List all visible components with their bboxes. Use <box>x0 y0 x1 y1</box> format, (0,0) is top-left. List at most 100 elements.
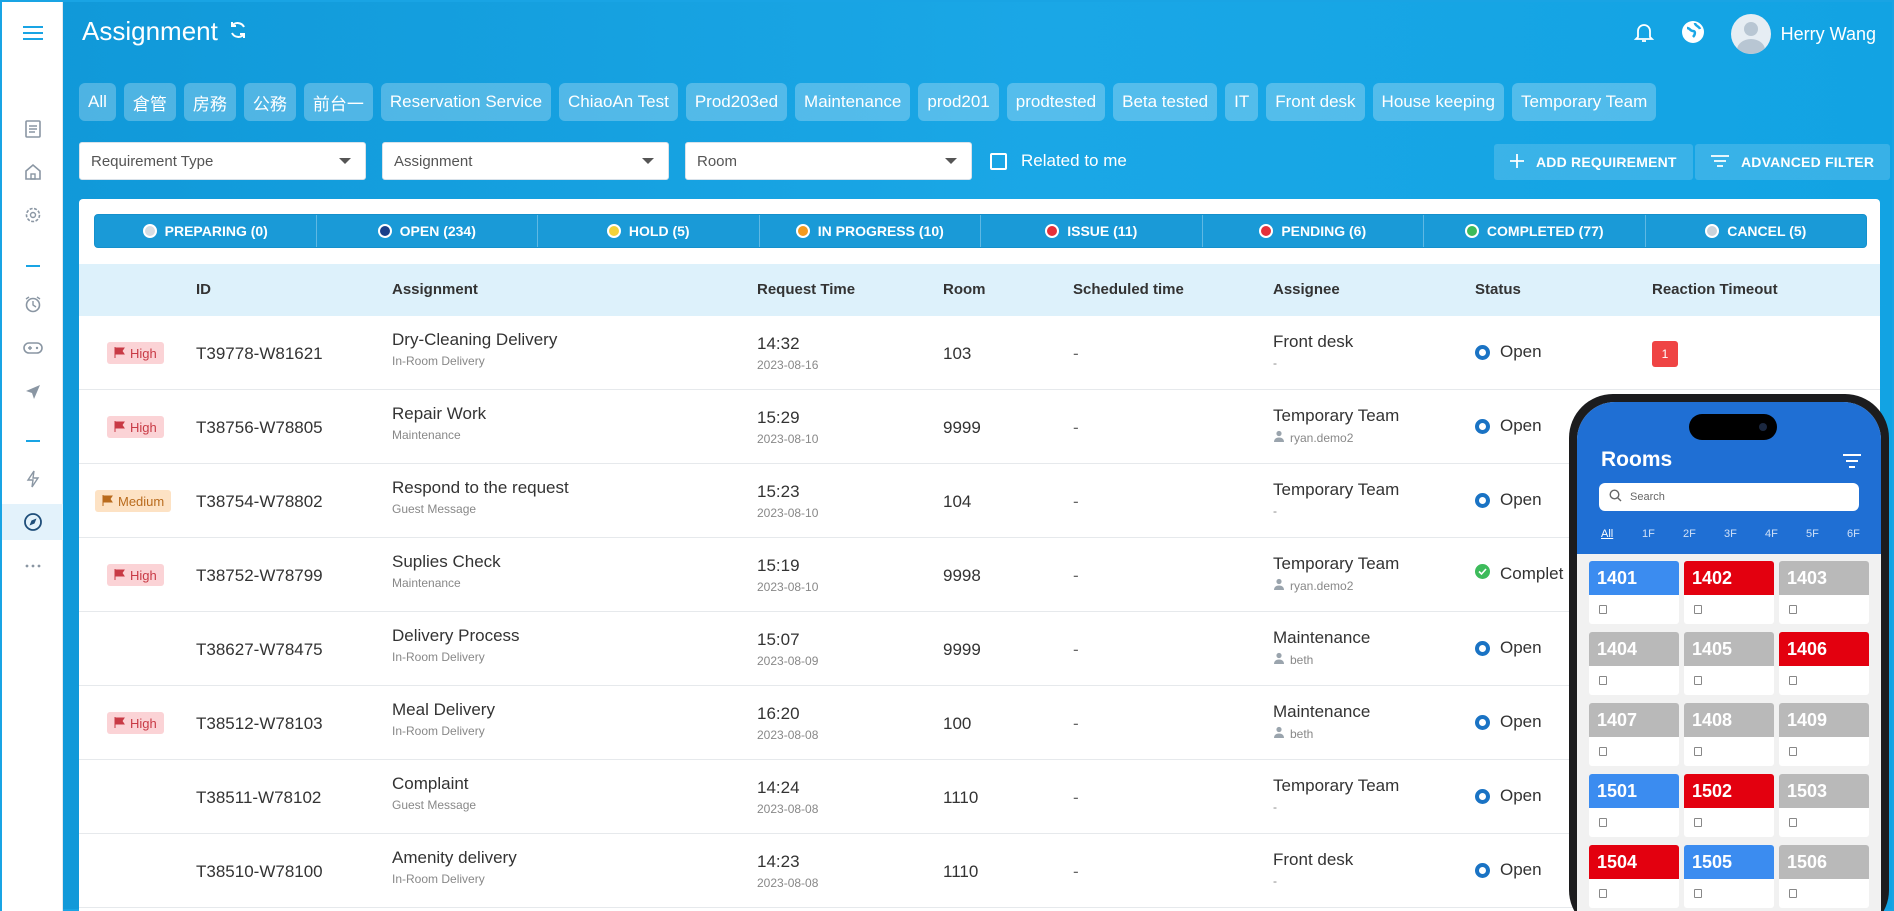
floor-tab[interactable]: 6F <box>1847 528 1860 540</box>
room-card[interactable]: 1404 <box>1589 632 1679 695</box>
bell-icon[interactable] <box>1633 21 1655 48</box>
floor-tab[interactable]: 3F <box>1724 528 1737 540</box>
team-chip[interactable]: Temporary Team <box>1511 83 1657 121</box>
phone-floor-tabs: All 1F 2F 3F 4F 5F 6F <box>1601 528 1881 540</box>
related-checkbox[interactable] <box>990 152 1007 170</box>
table-row[interactable]: T38511-W78102 Complaint Guest Message 14:24… <box>79 760 1880 834</box>
user-menu[interactable]: Herry Wang <box>1730 14 1876 54</box>
menu-icon[interactable] <box>2 15 63 51</box>
room-card[interactable]: 1405 <box>1684 632 1774 695</box>
room-status-icon <box>1694 605 1702 614</box>
row-status-label: Open <box>1500 860 1542 879</box>
room-card[interactable]: 1402 <box>1684 561 1774 624</box>
gamepad-icon[interactable] <box>2 330 63 366</box>
status-tab[interactable]: PENDING (6) <box>1203 215 1424 247</box>
send-icon[interactable] <box>2 374 63 410</box>
add-requirement-button[interactable]: ADD REQUIREMENT <box>1494 144 1693 180</box>
table-row[interactable]: High T38752-W78799 Suplies Check Maintenanc… <box>79 538 1880 612</box>
table-row[interactable]: T38510-W78100 Amenity delivery In-Room Del… <box>79 834 1880 908</box>
phone-search-input[interactable]: Search <box>1599 483 1859 511</box>
team-chip[interactable]: Front desk <box>1266 83 1365 121</box>
team-chip[interactable]: ChiaoAn Test <box>559 83 678 121</box>
team-chip[interactable]: IT <box>1225 83 1259 121</box>
team-chip[interactable]: 公務 <box>243 83 296 121</box>
requirement-type-select[interactable]: Requirement Type <box>79 142 366 180</box>
team-chip[interactable]: 房務 <box>183 83 236 121</box>
floor-tab[interactable]: 4F <box>1765 528 1778 540</box>
team-chip[interactable]: Maintenance <box>795 83 911 121</box>
status-tab-label: ISSUE (11) <box>1067 223 1138 239</box>
col-assignment: Assignment <box>392 281 478 298</box>
room-select[interactable]: Room <box>685 142 972 180</box>
room-card[interactable]: 1505 <box>1684 845 1774 908</box>
table-row[interactable]: T38627-W78475 Delivery Process In-Room Del… <box>79 612 1880 686</box>
room-card[interactable]: 1406 <box>1779 632 1869 695</box>
advanced-filter-button[interactable]: ADVANCED FILTER <box>1695 144 1891 180</box>
team-chip[interactable]: 前台一 <box>303 83 373 121</box>
document-icon[interactable] <box>2 111 63 147</box>
table-row[interactable]: High T38512-W78103 Meal Delivery In-Room De… <box>79 686 1880 760</box>
status-tab[interactable]: IN PROGRESS (10) <box>760 215 981 247</box>
assignment-select[interactable]: Assignment <box>382 142 669 180</box>
status-tab[interactable]: PREPARING (0) <box>95 215 317 247</box>
table-row[interactable]: Medium T38754-W78802 Respond to the reques… <box>79 464 1880 538</box>
room-status-icon <box>1599 676 1607 685</box>
row-room: 9998 <box>943 566 981 585</box>
row-time: 14:24 <box>757 778 800 797</box>
team-chip[interactable]: House keeping <box>1372 83 1504 121</box>
flash-icon[interactable] <box>2 461 63 497</box>
row-category: In-Room Delivery <box>392 872 485 886</box>
room-card[interactable]: 1407 <box>1589 703 1679 766</box>
team-chip[interactable]: Beta tested <box>1113 83 1218 121</box>
room-card[interactable]: 1403 <box>1779 561 1869 624</box>
compass-icon[interactable] <box>2 504 63 540</box>
row-assignee-user: beth <box>1273 652 1313 667</box>
floor-tab[interactable]: 1F <box>1642 528 1655 540</box>
alarm-icon[interactable] <box>2 286 63 322</box>
room-card[interactable]: 1409 <box>1779 703 1869 766</box>
more-icon[interactable] <box>2 548 63 584</box>
status-tab[interactable]: OPEN (234) <box>317 215 538 247</box>
room-card[interactable]: 1501 <box>1589 774 1679 837</box>
refresh-icon[interactable] <box>228 16 248 47</box>
table-row[interactable]: High T38756-W78805 Repair Work Maintenance 1… <box>79 390 1880 464</box>
status-tab[interactable]: ISSUE (11) <box>981 215 1203 247</box>
related-to-me-toggle[interactable]: Related to me <box>990 151 1127 171</box>
room-card[interactable]: 1408 <box>1684 703 1774 766</box>
team-chip[interactable]: Reservation Service <box>380 83 552 121</box>
row-room: 1110 <box>943 862 979 881</box>
row-id: T38627-W78475 <box>196 640 323 659</box>
row-status-label: Complet <box>1500 564 1564 583</box>
avatar <box>1730 14 1771 54</box>
phone-title: Rooms <box>1601 448 1673 471</box>
room-status-icon <box>1599 889 1607 898</box>
table-row[interactable]: High T39778-W81621 Dry-Cleaning Delivery In… <box>79 316 1880 390</box>
room-card[interactable]: 1401 <box>1589 561 1679 624</box>
settings-icon[interactable] <box>2 197 63 233</box>
status-tab[interactable]: HOLD (5) <box>538 215 760 247</box>
floor-tab[interactable]: 5F <box>1806 528 1819 540</box>
floor-tab[interactable]: All <box>1601 528 1614 540</box>
room-card[interactable]: 1506 <box>1779 845 1869 908</box>
status-tab-label: HOLD (5) <box>628 223 690 239</box>
globe-icon[interactable] <box>1681 20 1705 49</box>
room-card[interactable]: 1504 <box>1589 845 1679 908</box>
phone-filter-icon[interactable] <box>1843 454 1861 473</box>
team-chip[interactable]: prodtested <box>1006 83 1106 121</box>
team-chip[interactable]: All <box>79 83 116 121</box>
row-id: T38510-W78100 <box>196 862 323 881</box>
room-card[interactable]: 1502 <box>1684 774 1774 837</box>
open-status-icon <box>1475 492 1490 508</box>
home-icon[interactable] <box>2 154 63 190</box>
floor-tab[interactable]: 2F <box>1683 528 1696 540</box>
team-chip[interactable]: prod201 <box>918 83 999 121</box>
row-title: Amenity delivery <box>392 848 517 867</box>
team-chip[interactable]: Prod203ed <box>685 83 788 121</box>
status-dot-icon <box>1045 224 1060 238</box>
room-card[interactable]: 1503 <box>1779 774 1869 837</box>
status-tab[interactable]: COMPLETED (77) <box>1424 215 1646 247</box>
status-tab[interactable]: CANCEL (5) <box>1646 215 1867 247</box>
phone-search-placeholder: Search <box>1630 491 1665 503</box>
team-chip[interactable]: 倉管 <box>123 83 176 121</box>
sidebar-divider <box>26 440 40 442</box>
